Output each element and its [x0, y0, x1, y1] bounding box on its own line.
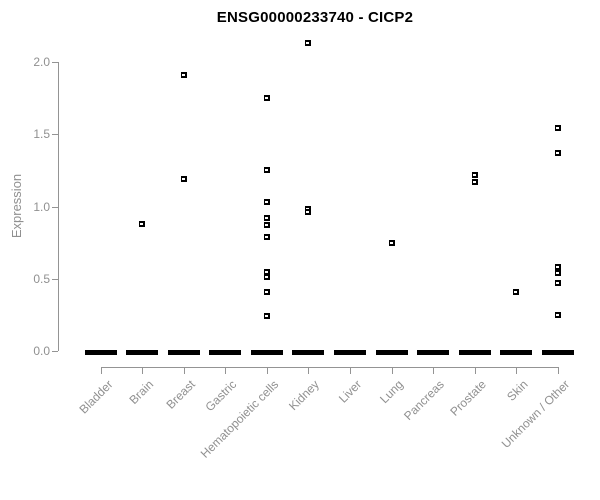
point-marker-notch: [556, 127, 559, 129]
x-tick: [267, 368, 268, 374]
x-tick-label-breast: Breast: [163, 377, 199, 412]
zero-expression-dash: [334, 350, 366, 355]
point-marker-notch: [265, 201, 268, 203]
x-tick: [558, 368, 559, 374]
point-marker-notch: [306, 211, 309, 213]
zero-expression-dash: [126, 350, 158, 355]
x-tick: [184, 368, 185, 374]
point-marker-notch: [140, 223, 143, 225]
data-point: [264, 269, 270, 275]
data-point: [305, 40, 311, 46]
x-tick: [225, 368, 226, 374]
zero-expression-dash: [209, 350, 241, 355]
point-marker-notch: [265, 315, 268, 317]
point-marker-notch: [265, 291, 268, 293]
point-marker-notch: [390, 242, 393, 244]
data-point: [264, 313, 270, 319]
zero-expression-dash: [292, 350, 324, 355]
data-point: [513, 289, 519, 295]
data-point: [264, 167, 270, 173]
y-tick: [52, 351, 58, 352]
data-point: [264, 289, 270, 295]
zero-expression-dash: [417, 350, 449, 355]
y-tick: [52, 279, 58, 280]
zero-expression-dash: [85, 350, 117, 355]
data-point: [555, 270, 561, 276]
data-point: [264, 222, 270, 228]
x-tick: [350, 368, 351, 374]
data-point: [472, 179, 478, 185]
data-point: [555, 150, 561, 156]
point-marker-notch: [556, 314, 559, 316]
point-marker-notch: [473, 181, 476, 183]
x-tick-label-skin: Skin: [503, 377, 531, 404]
x-tick: [433, 368, 434, 374]
data-point: [555, 312, 561, 318]
data-point: [264, 199, 270, 205]
x-axis-line: [101, 367, 559, 368]
x-tick: [516, 368, 517, 374]
point-marker-notch: [473, 174, 476, 176]
data-point: [139, 221, 145, 227]
y-tick-label: 1.5: [33, 127, 50, 141]
y-tick-label: 1.0: [33, 200, 50, 214]
data-point: [181, 72, 187, 78]
x-tick-label-brain: Brain: [126, 377, 157, 408]
x-tick-label-hematopoietic-cells: Hematopoietic cells: [197, 377, 282, 461]
data-point: [305, 209, 311, 215]
point-marker-notch: [265, 236, 268, 238]
zero-expression-dash: [251, 350, 283, 355]
data-point: [264, 274, 270, 280]
y-axis-line: [58, 62, 59, 351]
zero-expression-dash: [459, 350, 491, 355]
data-point: [555, 280, 561, 286]
point-marker-notch: [265, 169, 268, 171]
data-point: [555, 264, 561, 270]
point-marker-notch: [306, 42, 309, 44]
x-tick: [142, 368, 143, 374]
x-tick: [475, 368, 476, 374]
point-marker-notch: [265, 271, 268, 273]
point-marker-notch: [265, 276, 268, 278]
point-marker-notch: [556, 266, 559, 268]
y-tick-label: 0.0: [33, 344, 50, 358]
zero-expression-dash: [168, 350, 200, 355]
x-tick-label-liver: Liver: [335, 377, 365, 406]
x-tick: [392, 368, 393, 374]
point-marker-notch: [556, 272, 559, 274]
point-marker-notch: [265, 97, 268, 99]
y-tick-label: 0.5: [33, 272, 50, 286]
x-tick-label-pancreas: Pancreas: [401, 377, 448, 424]
data-point: [181, 176, 187, 182]
point-marker-notch: [556, 152, 559, 154]
x-tick-label-prostate: Prostate: [447, 377, 490, 419]
x-tick-label-kidney: Kidney: [286, 377, 323, 414]
point-marker-notch: [265, 224, 268, 226]
zero-expression-dash: [542, 350, 574, 355]
data-point: [555, 125, 561, 131]
x-tick: [101, 368, 102, 374]
x-tick: [308, 368, 309, 374]
data-point: [264, 234, 270, 240]
data-point: [472, 172, 478, 178]
x-tick-label-gastric: Gastric: [202, 377, 240, 415]
x-tick-label-lung: Lung: [377, 377, 407, 407]
zero-expression-dash: [376, 350, 408, 355]
zero-expression-dash: [500, 350, 532, 355]
chart-title: ENSG00000233740 - CICP2: [216, 9, 414, 26]
point-marker-notch: [514, 291, 517, 293]
data-point: [264, 215, 270, 221]
y-tick: [52, 207, 58, 208]
y-tick: [52, 134, 58, 135]
data-point: [389, 240, 395, 246]
point-marker-notch: [182, 74, 185, 76]
data-point: [264, 95, 270, 101]
x-tick-label-bladder: Bladder: [76, 377, 116, 417]
point-marker-notch: [556, 282, 559, 284]
point-marker-notch: [182, 178, 185, 180]
y-tick-label: 2.0: [33, 55, 50, 69]
point-marker-notch: [265, 217, 268, 219]
y-tick: [52, 62, 58, 63]
